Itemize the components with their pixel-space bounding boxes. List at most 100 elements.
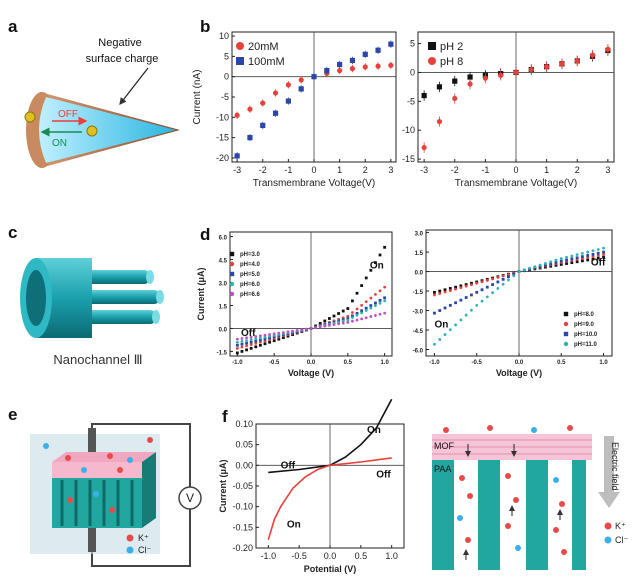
chart-d2: -1.0 -0.5 0.0 0.5 1.0 3.0 1.5 0.0 -1.5 -3.0 -4.5 -6… xyxy=(413,229,613,378)
data-point xyxy=(565,258,568,262)
data-point xyxy=(364,276,368,280)
x-tick-label: 0.0 xyxy=(515,360,524,366)
x-tick-label: -0.5 xyxy=(269,360,280,366)
paa-channels xyxy=(60,480,134,526)
data-point xyxy=(507,275,510,279)
data-point xyxy=(245,339,248,342)
data-point xyxy=(433,342,436,346)
data-point xyxy=(263,337,267,341)
data-point xyxy=(374,292,377,296)
data-point xyxy=(591,249,595,253)
data-point xyxy=(281,336,285,340)
data-point xyxy=(448,328,452,332)
data-point xyxy=(245,344,248,348)
ion-left xyxy=(24,111,36,123)
data-point xyxy=(277,331,281,335)
data-point xyxy=(513,69,519,76)
chart-d1: -1.0 -0.5 0.0 0.5 1.0 6.0 4.5 3.0 1.5 0.0 -1.5 Volt… xyxy=(196,231,393,378)
data-point xyxy=(491,277,494,281)
data-point xyxy=(328,317,331,320)
data-point xyxy=(249,340,253,344)
data-point xyxy=(378,289,382,293)
data-point xyxy=(240,345,244,349)
panel-label-e: e xyxy=(8,405,17,424)
data-point xyxy=(507,273,510,276)
data-point xyxy=(355,307,359,311)
data-point xyxy=(234,153,240,159)
data-point xyxy=(369,304,373,307)
data-point xyxy=(318,322,322,325)
y-tick-label: 0 xyxy=(224,72,229,82)
legend-label: pH=6.6 xyxy=(240,292,261,298)
legend-label: pH=5.0 xyxy=(240,272,261,278)
data-point xyxy=(467,81,473,87)
data-point xyxy=(559,263,563,266)
data-point xyxy=(452,95,458,102)
data-point xyxy=(586,254,590,257)
legend-k-text: K⁺ xyxy=(138,533,149,543)
data-point xyxy=(349,57,356,64)
x-tick-label: -1.0 xyxy=(429,360,440,366)
x-tick-label: 0.5 xyxy=(344,360,353,366)
callout-arrow xyxy=(119,67,149,105)
data-point xyxy=(369,296,373,300)
legend-marker xyxy=(229,291,235,297)
series-line-black xyxy=(268,398,393,474)
data-point xyxy=(314,326,318,330)
data-point xyxy=(498,72,504,78)
data-point xyxy=(538,263,542,267)
legend-label: 100mM xyxy=(248,56,285,68)
data-point xyxy=(517,270,521,273)
data-point xyxy=(311,74,317,80)
x-tick-label: 0.5 xyxy=(557,360,566,366)
data-point xyxy=(586,250,590,254)
data-point xyxy=(254,339,258,343)
legend-label: pH=4.0 xyxy=(240,262,261,268)
data-point xyxy=(512,272,516,276)
data-point xyxy=(596,248,600,251)
data-point xyxy=(378,299,382,302)
data-point xyxy=(364,306,368,310)
data-point xyxy=(436,118,443,125)
ions-e xyxy=(43,437,153,513)
data-point xyxy=(272,339,276,343)
data-point xyxy=(421,144,427,151)
data-point xyxy=(591,257,595,261)
data-point xyxy=(464,296,468,299)
data-point xyxy=(507,278,510,282)
tube-inner xyxy=(26,270,46,326)
paa-wall-2 xyxy=(478,460,500,570)
legend-label: pH=9.0 xyxy=(574,322,595,328)
data-point xyxy=(268,333,271,336)
data-point xyxy=(575,260,579,264)
data-point xyxy=(528,66,534,73)
data-point xyxy=(272,332,276,336)
data-point xyxy=(355,318,359,322)
data-point xyxy=(570,257,574,261)
data-point xyxy=(554,261,558,264)
y-tick-label: 3.0 xyxy=(415,232,424,238)
x-tick-label: -1 xyxy=(481,165,489,175)
data-point xyxy=(501,277,505,281)
x-tick-label: 1.0 xyxy=(599,360,608,366)
data-point xyxy=(374,304,377,308)
data-point xyxy=(240,342,244,346)
data-point xyxy=(332,323,336,327)
x-tick-label: -1 xyxy=(284,165,292,175)
data-point xyxy=(245,341,248,345)
data-point xyxy=(360,311,364,315)
ion-arrows xyxy=(463,444,563,560)
data-point xyxy=(360,309,364,313)
data-point xyxy=(522,268,526,272)
data-point xyxy=(448,289,452,292)
data-point xyxy=(375,63,381,69)
legend-label: 20mM xyxy=(248,41,279,53)
data-point xyxy=(240,339,244,343)
data-point xyxy=(378,253,382,257)
y-tick-label: 1.5 xyxy=(415,251,424,257)
electrode-bottom xyxy=(88,528,96,552)
data-point xyxy=(501,274,505,278)
data-point xyxy=(501,282,505,286)
data-point xyxy=(596,251,600,255)
data-point xyxy=(602,253,605,257)
